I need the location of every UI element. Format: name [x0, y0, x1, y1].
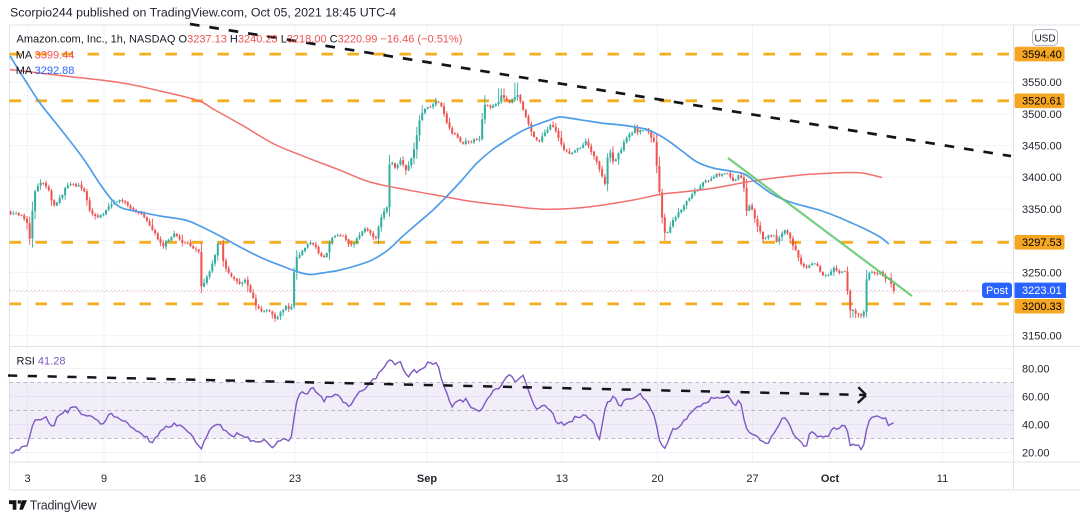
svg-text:3250.00: 3250.00	[1022, 267, 1062, 279]
svg-text:3223.01: 3223.01	[1022, 285, 1062, 297]
svg-text:USD: USD	[1034, 34, 1055, 45]
svg-text:3400.00: 3400.00	[1022, 172, 1062, 184]
svg-text:20: 20	[651, 473, 663, 485]
svg-text:11: 11	[937, 473, 948, 485]
svg-text:20.00: 20.00	[1022, 447, 1050, 459]
svg-text:3: 3	[24, 473, 30, 485]
svg-text:40.00: 40.00	[1022, 419, 1050, 431]
svg-text:3500.00: 3500.00	[1022, 109, 1062, 121]
svg-text:13: 13	[556, 473, 568, 485]
svg-text:23: 23	[289, 473, 301, 485]
svg-text:60.00: 60.00	[1022, 391, 1050, 403]
svg-text:3450.00: 3450.00	[1022, 141, 1062, 153]
svg-text:3594.40: 3594.40	[1022, 49, 1062, 61]
svg-text:80.00: 80.00	[1022, 363, 1050, 375]
svg-text:Post: Post	[986, 285, 1008, 297]
svg-text:3297.53: 3297.53	[1022, 237, 1062, 249]
svg-text:3550.00: 3550.00	[1022, 77, 1062, 89]
svg-text:16: 16	[194, 473, 206, 485]
svg-text:RSI 41.28: RSI 41.28	[17, 355, 66, 367]
svg-text:27: 27	[746, 473, 758, 485]
svg-text:Scorpio244 published on Tradin: Scorpio244 published on TradingView.com,…	[10, 6, 396, 20]
svg-text:3350.00: 3350.00	[1022, 204, 1062, 216]
svg-text:3200.33: 3200.33	[1022, 301, 1062, 313]
svg-text:TradingView: TradingView	[30, 499, 98, 513]
svg-text:MA 3292.88: MA 3292.88	[16, 65, 75, 77]
svg-text:3150.00: 3150.00	[1022, 331, 1062, 343]
svg-text:Oct: Oct	[821, 473, 840, 485]
svg-text:Sep: Sep	[417, 473, 437, 485]
svg-text:Amazon.com, Inc., 1h, NASDAQ O: Amazon.com, Inc., 1h, NASDAQ O3237.13 H3…	[17, 34, 463, 46]
svg-text:9: 9	[101, 473, 107, 485]
svg-text:MA 3399.44: MA 3399.44	[16, 49, 75, 61]
svg-text:3520.61: 3520.61	[1022, 96, 1062, 108]
